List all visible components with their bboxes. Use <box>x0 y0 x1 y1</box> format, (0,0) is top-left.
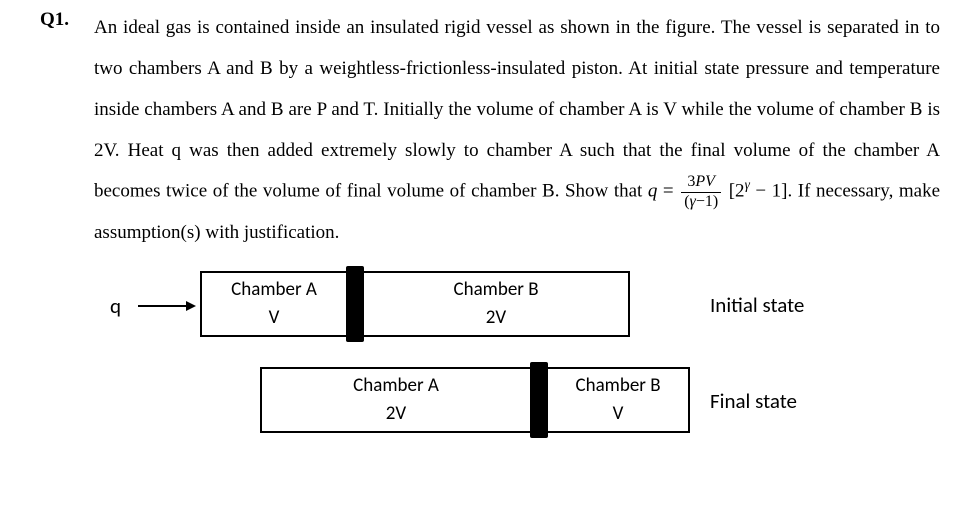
equals: = <box>657 181 679 202</box>
text-line: An ideal gas is contained inside an insu… <box>94 17 821 38</box>
bracket-close: − 1]. <box>750 181 798 202</box>
frac-num-vars: PV <box>695 173 715 190</box>
heat-label: q <box>110 293 121 319</box>
frac-den-close: −1) <box>696 193 718 210</box>
chamber-volume: V <box>269 304 280 333</box>
variable-q: q <box>648 181 658 202</box>
chamber-volume: 2V <box>486 304 506 333</box>
chamber-label: Chamber B <box>575 372 660 401</box>
piston-icon <box>346 266 364 342</box>
chamber-label: Chamber B <box>453 276 538 305</box>
chamber-volume: V <box>613 400 624 429</box>
state-label-initial: Initial state <box>710 292 804 318</box>
text-line: chamber B. Show that <box>471 181 648 202</box>
vessel-final: Chamber A 2V Chamber B V <box>260 367 690 433</box>
piston-icon <box>530 362 548 438</box>
diagram: q Chamber A V Chamber B 2V Initial state <box>200 271 940 435</box>
chamber-a-final: Chamber A 2V <box>262 369 530 431</box>
question-number: Q1. <box>40 8 94 31</box>
chamber-volume: 2V <box>386 400 406 429</box>
chamber-b-final: Chamber B V <box>548 369 688 431</box>
state-label-final: Final state <box>710 388 797 414</box>
initial-state-row: q Chamber A V Chamber B 2V Initial state <box>200 271 940 339</box>
final-state-row: Chamber A 2V Chamber B V Final state <box>200 367 940 435</box>
bracket-open: [2 <box>723 181 744 202</box>
chamber-b-initial: Chamber B 2V <box>364 273 628 335</box>
chamber-label: Chamber A <box>231 276 317 305</box>
chamber-label: Chamber A <box>353 372 439 401</box>
fraction: 3PV(γ−1) <box>681 173 721 211</box>
chamber-a-initial: Chamber A V <box>202 273 346 335</box>
question-text: An ideal gas is contained inside an insu… <box>94 8 940 253</box>
vessel-initial: Chamber A V Chamber B 2V <box>200 271 630 337</box>
